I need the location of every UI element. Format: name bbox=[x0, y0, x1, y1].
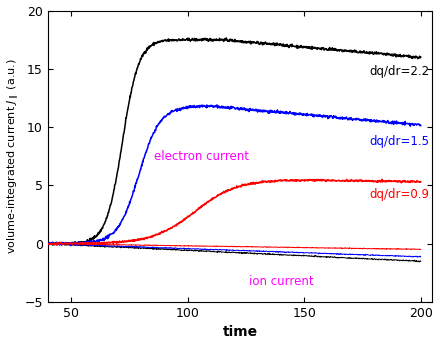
Text: dq/dr=1.5: dq/dr=1.5 bbox=[370, 135, 430, 148]
Y-axis label: volume-integrated current $J_{\parallel}$ (a.u.): volume-integrated current $J_{\parallel}… bbox=[6, 58, 22, 254]
Text: ion current: ion current bbox=[248, 275, 313, 287]
Text: dq/dr=0.9: dq/dr=0.9 bbox=[370, 188, 430, 201]
X-axis label: time: time bbox=[223, 325, 258, 339]
Text: dq/dr=2.2: dq/dr=2.2 bbox=[370, 65, 430, 78]
Text: electron current: electron current bbox=[154, 150, 249, 163]
